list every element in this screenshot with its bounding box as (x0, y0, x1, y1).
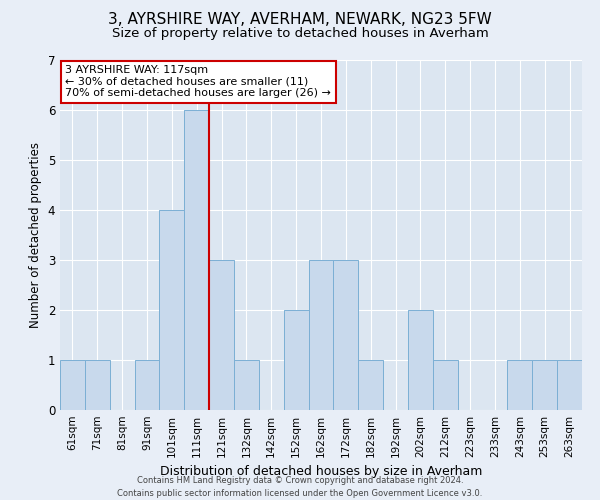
Bar (433, 360, 458, 410)
Text: 3 AYRSHIRE WAY: 117sqm
← 30% of detached houses are smaller (11)
70% of semi-det: 3 AYRSHIRE WAY: 117sqm ← 30% of detached… (65, 66, 331, 98)
Bar (284, 310, 308, 410)
Bar (184, 110, 209, 410)
Bar (532, 360, 557, 410)
Bar (334, 260, 358, 410)
Bar (358, 360, 383, 410)
Bar (134, 360, 160, 410)
Bar (60, 360, 85, 410)
Bar (85, 360, 110, 410)
Bar (209, 260, 234, 410)
Bar (234, 360, 259, 410)
Y-axis label: Number of detached properties: Number of detached properties (29, 142, 42, 328)
X-axis label: Distribution of detached houses by size in Averham: Distribution of detached houses by size … (160, 466, 482, 478)
Text: 3, AYRSHIRE WAY, AVERHAM, NEWARK, NG23 5FW: 3, AYRSHIRE WAY, AVERHAM, NEWARK, NG23 5… (108, 12, 492, 28)
Text: Contains HM Land Registry data © Crown copyright and database right 2024.
Contai: Contains HM Land Registry data © Crown c… (118, 476, 482, 498)
Bar (557, 360, 582, 410)
Bar (160, 210, 184, 410)
Bar (408, 310, 433, 410)
Bar (508, 360, 532, 410)
Bar (308, 260, 334, 410)
Text: Size of property relative to detached houses in Averham: Size of property relative to detached ho… (112, 28, 488, 40)
